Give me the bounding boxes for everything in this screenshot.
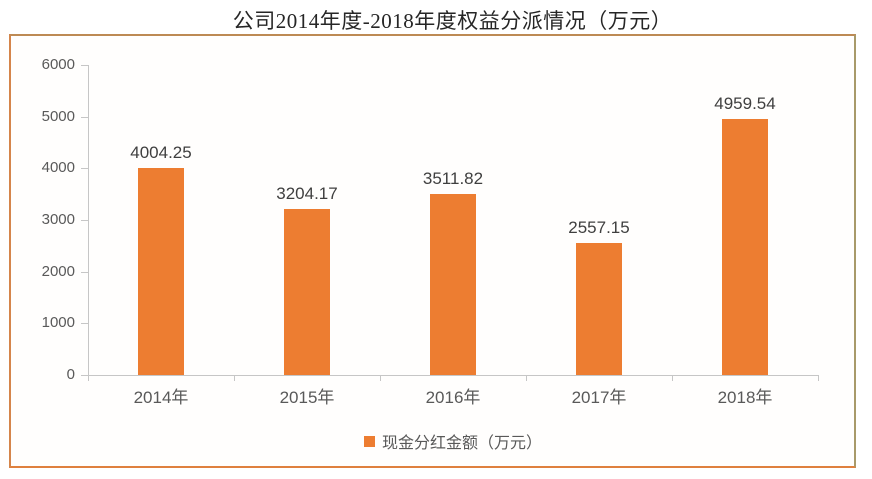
legend-label: 现金分红金额（万元）: [381, 435, 542, 452]
x-tick: [526, 375, 527, 381]
y-axis-line: [88, 65, 89, 376]
y-tick-label-2000: 2000: [41, 262, 75, 280]
data-label-2014年: 4004.25: [130, 143, 192, 163]
plot-area: 0 1000 2000 3000 4000 5000 6000 4004.25 2014年 320…: [11, 36, 854, 466]
y-tick-label-1000: 1000: [41, 314, 75, 332]
x-tick: [88, 375, 89, 381]
y-tick: [81, 220, 88, 221]
bar-2018年: [722, 118, 768, 375]
x-axis-label-2018年: 2018年: [717, 388, 773, 407]
y-tick: [81, 271, 88, 273]
chart-frame: 0 1000 2000 3000 4000 5000 6000 4004.25 2014年 320…: [9, 34, 856, 468]
data-label-2017年: 2557.15: [568, 217, 630, 237]
y-tick-label-0: 0: [66, 366, 75, 383]
bar-2014年: [138, 168, 184, 375]
data-label-2016年: 3511.82: [422, 168, 484, 188]
x-tick: [672, 375, 673, 381]
bar-2016年: [430, 193, 476, 375]
y-tick-label-3000: 3000: [41, 211, 75, 228]
x-tick: [380, 375, 381, 381]
chart-title: 公司2014年度-2018年度权益分派情况（万元）: [232, 9, 673, 33]
data-label-2018年: 4959.54: [714, 93, 776, 113]
y-tick: [81, 116, 88, 118]
y-tick: [81, 65, 88, 66]
y-tick: [81, 323, 88, 325]
x-axis-line: [88, 375, 819, 376]
y-tick-label-6000: 6000: [41, 56, 75, 73]
x-axis-label-2017年: 2017年: [571, 388, 627, 407]
y-tick-label-4000: 4000: [41, 159, 75, 177]
y-tick: [81, 375, 88, 376]
bar-2017年: [576, 242, 622, 375]
y-tick-label-5000: 5000: [41, 107, 75, 125]
bar-2015年: [284, 209, 330, 375]
x-axis-label-2016年: 2016年: [425, 388, 481, 407]
data-label-2015年: 3204.17: [276, 184, 338, 204]
legend: 现金分红金额（万元）: [88, 430, 818, 452]
y-tick: [81, 168, 88, 170]
x-tick: [234, 375, 235, 381]
legend-swatch-icon: [363, 435, 375, 447]
x-axis-label-2015年: 2015年: [279, 388, 335, 407]
x-axis-label-2014年: 2014年: [133, 388, 189, 407]
x-tick: [818, 375, 819, 381]
